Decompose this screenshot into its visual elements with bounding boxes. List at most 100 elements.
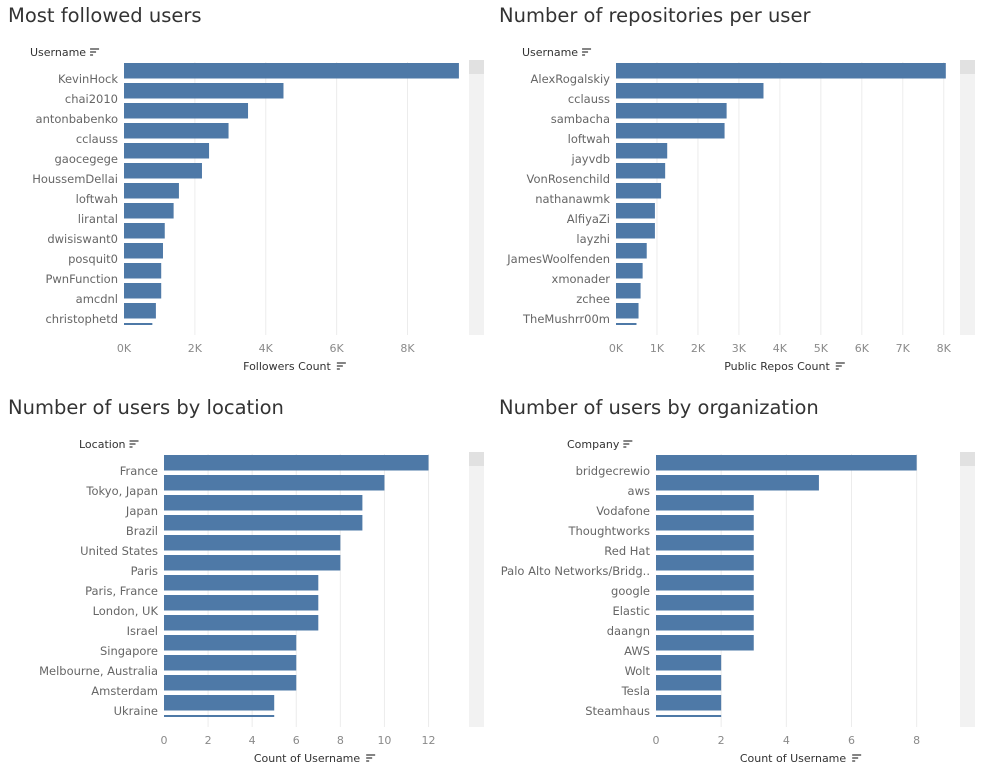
bar-chart: Username AlexRogalskiy cclauss sambacha loft… — [506, 46, 975, 373]
scrollbar-thumb[interactable] — [469, 60, 484, 74]
bar[interactable] — [124, 103, 249, 119]
bar[interactable] — [124, 203, 174, 219]
category-label: zchee — [576, 292, 610, 306]
bar[interactable] — [656, 575, 754, 591]
x-tick-label: 0K — [117, 342, 132, 355]
category-label: christophetd — [45, 312, 118, 326]
bar[interactable] — [124, 223, 165, 239]
bar[interactable] — [656, 695, 722, 711]
bar[interactable] — [164, 515, 363, 531]
bar[interactable] — [164, 655, 297, 671]
bar[interactable] — [164, 695, 275, 711]
scrollbar-thumb[interactable] — [469, 452, 484, 466]
bar[interactable] — [656, 615, 754, 631]
bar[interactable] — [656, 635, 754, 651]
sort-descending-icon[interactable] — [835, 362, 845, 370]
bar[interactable] — [616, 203, 655, 219]
bar[interactable] — [164, 475, 385, 491]
bar[interactable] — [616, 263, 643, 279]
bar[interactable] — [164, 595, 319, 611]
bar-partial[interactable] — [124, 323, 153, 325]
scrollbar-track[interactable] — [960, 60, 975, 335]
bar[interactable] — [616, 283, 641, 299]
bar[interactable] — [124, 283, 162, 299]
bar-partial[interactable] — [164, 715, 275, 717]
category-label: AWS — [624, 644, 650, 658]
bar[interactable] — [164, 455, 429, 471]
category-label: nathanawmk — [535, 192, 610, 206]
chart-panel-users-by-location: Number of users by location Location Fran… — [8, 392, 488, 780]
bar[interactable] — [616, 303, 639, 319]
category-label: gaocegege — [54, 152, 118, 166]
bar[interactable] — [124, 263, 162, 279]
bar[interactable] — [656, 655, 722, 671]
bar[interactable] — [616, 63, 946, 79]
category-label: layzhi — [576, 232, 610, 246]
bar[interactable] — [124, 83, 284, 99]
bar-partial[interactable] — [656, 715, 722, 717]
x-tick-label: 4 — [783, 734, 790, 747]
bar[interactable] — [124, 183, 179, 199]
chart-title: Most followed users — [8, 4, 202, 27]
bar[interactable] — [616, 223, 655, 239]
bar-partial[interactable] — [616, 323, 637, 325]
scrollbar-thumb[interactable] — [960, 60, 975, 74]
category-axis-header: Location — [79, 438, 126, 451]
bar[interactable] — [616, 83, 764, 99]
bar[interactable] — [164, 635, 297, 651]
bar[interactable] — [616, 123, 725, 139]
bar[interactable] — [124, 243, 163, 259]
bar[interactable] — [656, 555, 754, 571]
bar[interactable] — [124, 163, 202, 179]
bar[interactable] — [616, 183, 662, 199]
category-label: Melbourne, Australia — [39, 664, 158, 678]
bar[interactable] — [616, 103, 727, 119]
sort-descending-icon[interactable] — [582, 48, 592, 56]
bar[interactable] — [616, 243, 647, 259]
category-label: AlfiyaZi — [567, 212, 610, 226]
category-label: Paris, France — [85, 584, 158, 598]
bar[interactable] — [124, 123, 229, 139]
category-axis-header: Username — [30, 46, 86, 59]
scrollbar-track[interactable] — [469, 60, 484, 335]
bar[interactable] — [164, 675, 297, 691]
bar[interactable] — [656, 495, 754, 511]
x-tick-label: 4K — [259, 342, 274, 355]
x-tick-label: 7K — [896, 342, 911, 355]
bar[interactable] — [164, 575, 319, 591]
category-label: Tokyo, Japan — [85, 484, 158, 498]
sort-descending-icon[interactable] — [852, 754, 862, 762]
bar[interactable] — [656, 535, 754, 551]
category-label: HoussemDellai — [32, 172, 118, 186]
sort-descending-icon[interactable] — [90, 48, 100, 56]
category-label: loftwah — [76, 192, 118, 206]
bar[interactable] — [164, 555, 341, 571]
sort-descending-icon[interactable] — [623, 440, 633, 448]
category-label: jayvdb — [571, 152, 610, 166]
category-axis-header: Username — [522, 46, 578, 59]
bar[interactable] — [124, 63, 459, 79]
sort-descending-icon[interactable] — [129, 440, 139, 448]
x-tick-label: 2 — [718, 734, 725, 747]
bar[interactable] — [656, 675, 722, 691]
scrollbar-track[interactable] — [960, 452, 975, 727]
category-label: Steamhaus — [585, 704, 650, 718]
bar[interactable] — [656, 475, 819, 491]
bar[interactable] — [164, 495, 363, 511]
bar[interactable] — [616, 163, 666, 179]
bar[interactable] — [616, 143, 668, 159]
category-label: France — [120, 464, 158, 478]
x-tick-label: 0 — [653, 734, 660, 747]
category-label: Tesla — [621, 684, 650, 698]
bar[interactable] — [656, 515, 754, 531]
scrollbar-thumb[interactable] — [960, 452, 975, 466]
sort-descending-icon[interactable] — [336, 362, 346, 370]
bar[interactable] — [124, 143, 210, 159]
bar[interactable] — [656, 455, 917, 471]
bar[interactable] — [124, 303, 156, 319]
bar[interactable] — [164, 615, 319, 631]
sort-descending-icon[interactable] — [366, 754, 376, 762]
bar[interactable] — [164, 535, 341, 551]
bar[interactable] — [656, 595, 754, 611]
scrollbar-track[interactable] — [469, 452, 484, 727]
